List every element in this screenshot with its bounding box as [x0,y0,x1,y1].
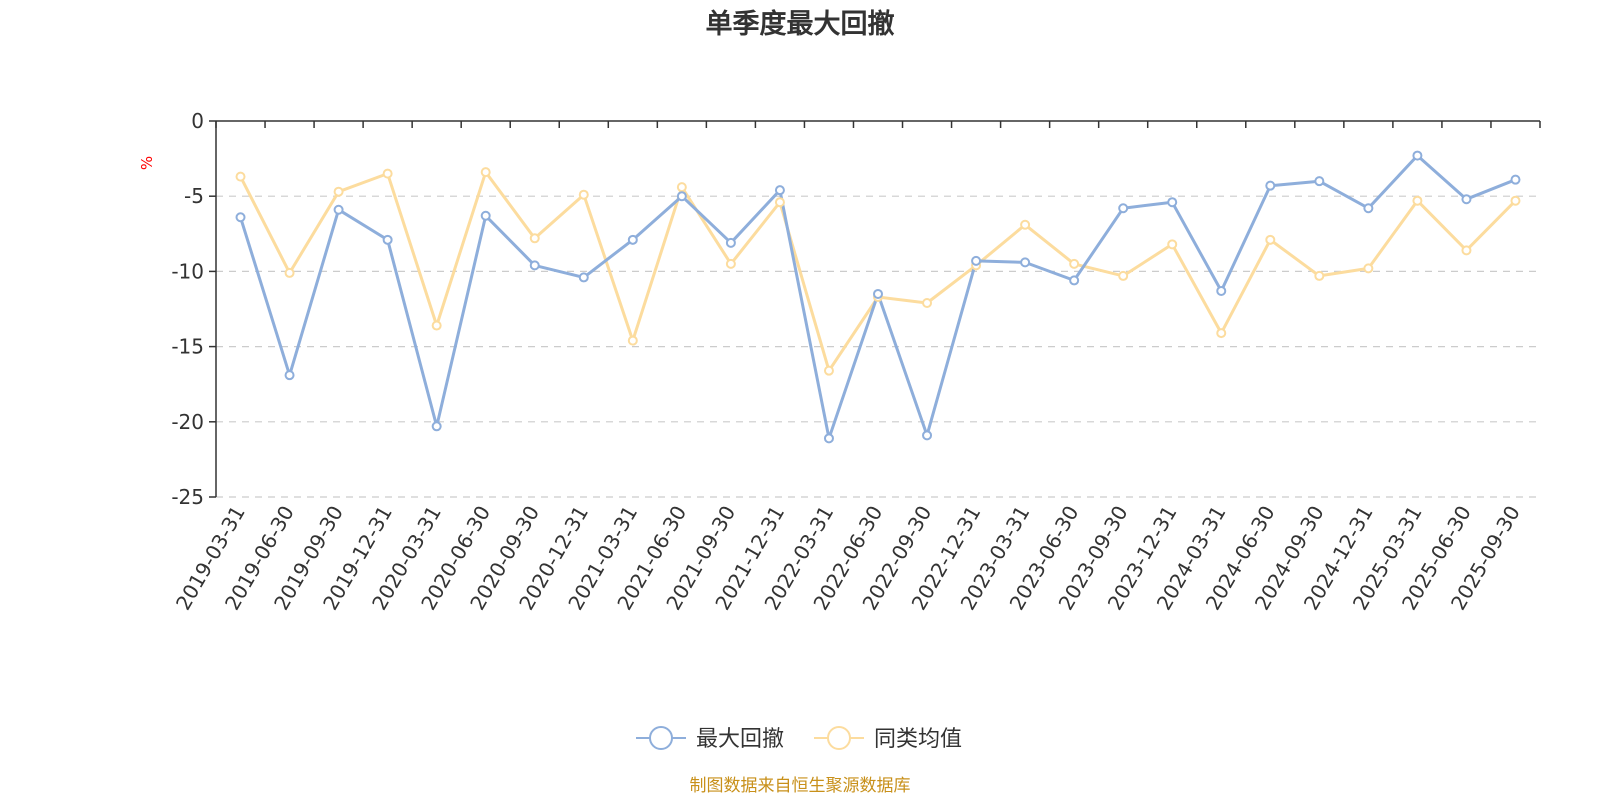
data-point[interactable] [823,365,834,376]
series-layer [235,150,1521,444]
y-tick-label: -5 [184,184,204,208]
data-point[interactable] [382,168,393,179]
data-point[interactable] [774,197,785,208]
data-point[interactable] [235,212,246,223]
data-point[interactable] [922,430,933,441]
data-point[interactable] [1510,195,1521,206]
data-point[interactable] [1314,270,1325,281]
data-point[interactable] [1314,176,1325,187]
data-point[interactable] [1020,219,1031,230]
y-tick-label: -20 [171,410,204,434]
data-point[interactable] [333,186,344,197]
data-point[interactable] [1412,150,1423,161]
data-point[interactable] [676,182,687,193]
data-point[interactable] [1461,245,1472,256]
data-point[interactable] [1020,257,1031,268]
data-point[interactable] [431,421,442,432]
legend-marker [649,726,673,750]
data-point[interactable] [1118,270,1129,281]
data-point[interactable] [1265,234,1276,245]
data-point[interactable] [480,167,491,178]
y-tick-label: -25 [171,485,204,509]
data-point[interactable] [284,370,295,381]
legend-item-0[interactable]: 最大回撤 [636,726,784,752]
data-point[interactable] [922,297,933,308]
data-point[interactable] [1461,194,1472,205]
data-point[interactable] [1167,197,1178,208]
data-point[interactable] [382,234,393,245]
data-point[interactable] [431,320,442,331]
data-point[interactable] [1167,239,1178,250]
legend-item-1[interactable]: 同类均值 [814,726,962,752]
legend-label: 最大回撤 [696,727,784,752]
data-point[interactable] [1363,263,1374,274]
data-point[interactable] [725,237,736,248]
data-point[interactable] [1510,174,1521,185]
y-tick-label: -10 [171,259,204,283]
data-point[interactable] [1265,180,1276,191]
data-point[interactable] [1118,203,1129,214]
y-tick-label: 0 [191,109,204,133]
data-point[interactable] [873,288,883,299]
data-point[interactable] [529,233,540,244]
data-point[interactable] [1069,258,1080,269]
data-point[interactable] [1216,328,1227,339]
data-point[interactable] [480,210,491,221]
data-point[interactable] [578,189,589,200]
data-point[interactable] [1216,285,1227,296]
data-point[interactable] [235,171,246,182]
data-point[interactable] [1363,203,1374,214]
y-axis-unit: % [138,156,156,170]
chart-title: 单季度最大回撤 [706,8,895,40]
data-point[interactable] [627,335,638,346]
y-tick-label: -15 [171,335,204,359]
legend-marker [827,726,851,750]
data-point[interactable] [971,255,982,266]
data-point[interactable] [529,260,540,271]
data-point[interactable] [284,267,295,278]
data-source-note: 制图数据来自恒生聚源数据库 [690,776,911,796]
data-point[interactable] [627,234,638,245]
data-point[interactable] [725,258,736,269]
legend-label: 同类均值 [874,727,962,752]
legend[interactable]: 最大回撤 同类均值 [636,726,962,752]
data-point[interactable] [578,272,589,283]
data-point[interactable] [774,185,785,196]
data-point[interactable] [676,191,687,202]
data-point[interactable] [1069,275,1080,286]
data-point[interactable] [333,204,344,215]
data-point[interactable] [823,433,834,444]
data-point[interactable] [1412,195,1423,206]
